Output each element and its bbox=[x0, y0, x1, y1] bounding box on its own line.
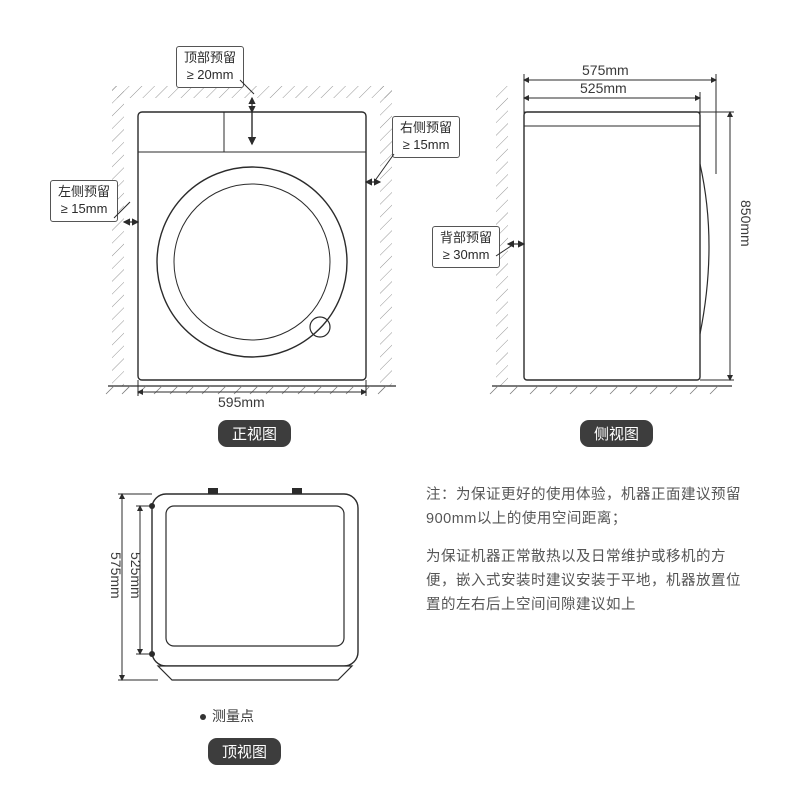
side-depth-outer: 575mm bbox=[582, 62, 629, 78]
callout-line1: 右侧预留 bbox=[400, 120, 452, 137]
callout-line1: 顶部预留 bbox=[184, 50, 236, 67]
side-view-svg bbox=[478, 64, 758, 404]
front-right-leader bbox=[372, 152, 402, 186]
front-view-svg bbox=[92, 72, 412, 402]
notes-block: 注：为保证更好的使用体验，机器正面建议预留900mm以上的使用空间距离； 为保证… bbox=[426, 484, 746, 618]
side-back-callout: 背部预留 ≥ 30mm bbox=[432, 226, 500, 268]
front-left-leader bbox=[112, 200, 134, 226]
front-width-dim: 595mm bbox=[218, 394, 265, 410]
front-right-callout: 右侧预留 ≥ 15mm bbox=[392, 116, 460, 158]
callout-line2: ≥ 15mm bbox=[400, 137, 452, 154]
legend-text: 测量点 bbox=[212, 708, 254, 724]
callout-line2: ≥ 30mm bbox=[440, 247, 492, 264]
top-view-label: 顶视图 bbox=[208, 738, 281, 765]
front-top-callout: 顶部预留 ≥ 20mm bbox=[176, 46, 244, 88]
callout-line1: 左侧预留 bbox=[58, 184, 110, 201]
callout-line1: 背部预留 bbox=[440, 230, 492, 247]
side-height: 850mm bbox=[738, 200, 754, 247]
top-legend: 测量点 bbox=[200, 706, 254, 726]
callout-line2: ≥ 20mm bbox=[184, 67, 236, 84]
notes-prefix: 注： bbox=[426, 487, 456, 503]
notes-p2: 为保证机器正常散热以及日常维护或移机的方便，嵌入式安装时建议安装于平地，机器放置… bbox=[426, 549, 741, 613]
side-depth-inner: 525mm bbox=[580, 80, 627, 96]
side-view-label: 侧视图 bbox=[580, 420, 653, 447]
page: 顶部预留 ≥ 20mm 右侧预留 ≥ 15mm 左侧预留 ≥ 15mm 595m… bbox=[0, 0, 800, 800]
top-depth-inner: 525mm bbox=[128, 552, 144, 599]
side-back-leader bbox=[494, 240, 518, 260]
front-top-leader bbox=[238, 66, 268, 96]
top-depth-outer: 575mm bbox=[108, 552, 124, 599]
callout-line2: ≥ 15mm bbox=[58, 201, 110, 218]
front-left-callout: 左侧预留 ≥ 15mm bbox=[50, 180, 118, 222]
dot-icon bbox=[200, 714, 206, 720]
notes-p1: 为保证更好的使用体验，机器正面建议预留900mm以上的使用空间距离； bbox=[426, 487, 741, 527]
front-view-label: 正视图 bbox=[218, 420, 291, 447]
